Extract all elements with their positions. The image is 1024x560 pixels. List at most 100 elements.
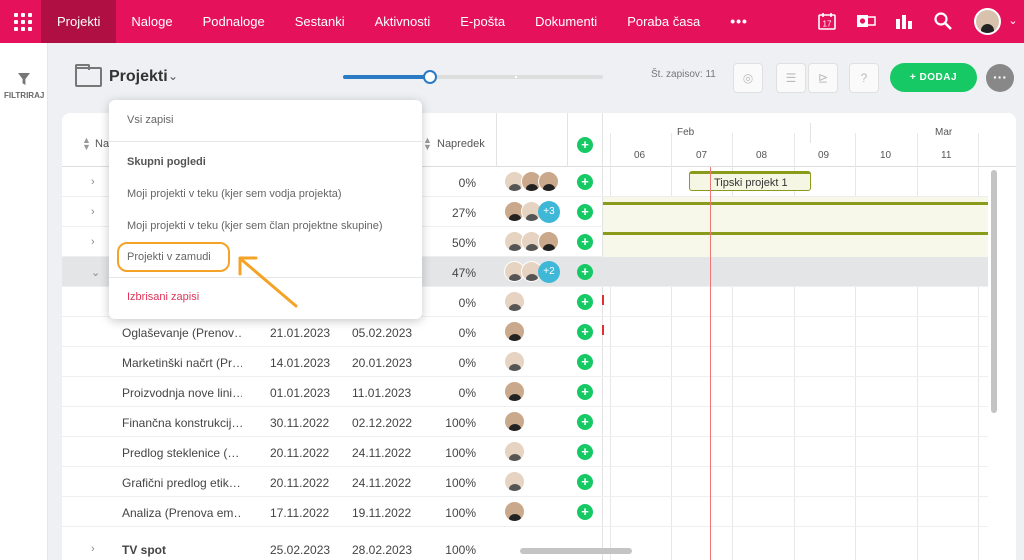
view-my-projects-member[interactable]: Moji projekti v teku (kjer sem član proj… [127, 220, 383, 232]
row-add-button[interactable]: + [577, 234, 593, 250]
view-chevron-icon[interactable]: ⌄ [168, 69, 179, 83]
search-icon[interactable] [933, 11, 953, 31]
nav-more-button[interactable]: ••• [730, 13, 748, 29]
highlight-annotation [117, 242, 230, 272]
grid-header: ▲▼ Naziv ▲▼ Napredek + Feb Mar 06 07 08 … [62, 113, 1016, 167]
nav-sestanki[interactable]: Sestanki [294, 14, 345, 29]
table-row[interactable]: Oglaševanje (Prenov… 21.01.2023 05.02.20… [62, 317, 988, 347]
expand-icon[interactable]: › [91, 176, 95, 188]
avatar [504, 441, 525, 462]
column-progress[interactable]: Napredek [437, 138, 485, 150]
table-row[interactable]: Finančna konstrukcij… 30.11.2022 02.12.2… [62, 407, 988, 437]
nav-poraba-casa[interactable]: Poraba časa [627, 14, 701, 29]
table-row[interactable]: Grafični predlog etik… 20.11.2022 24.11.… [62, 467, 988, 497]
row-start-date: 17.11.2022 [270, 506, 330, 520]
avatar [504, 501, 525, 522]
nav-projekti[interactable]: Projekti [41, 0, 117, 43]
view-deleted-records[interactable]: Izbrisani zapisi [127, 291, 200, 303]
table-row[interactable]: Predlog steklenice (… 20.11.2022 24.11.2… [62, 437, 988, 467]
list-view-button[interactable]: ☰ [776, 63, 806, 93]
row-add-button[interactable]: + [577, 444, 593, 460]
filter-button[interactable]: FILTRIRAJ [4, 73, 44, 100]
expand-icon[interactable]: › [91, 543, 95, 555]
add-column-button[interactable]: + [577, 137, 593, 153]
row-add-button[interactable]: + [577, 174, 593, 190]
table-row[interactable]: › 27% +3 + [62, 197, 988, 227]
gantt-task-bar[interactable]: Tipski projekt 1 [689, 171, 811, 191]
more-options-button[interactable]: ··· [986, 64, 1014, 92]
table-row[interactable]: Analiza (Prenova em… 17.11.2022 19.11.20… [62, 497, 988, 527]
table-row[interactable]: Marketinški načrt (Pr… 14.01.2023 20.01.… [62, 347, 988, 377]
nav-e-posta[interactable]: E-pošta [460, 14, 506, 29]
sort-icon[interactable]: ▲ ▼ [423, 135, 432, 152]
nav-podnaloge[interactable]: Podnaloge [202, 14, 265, 29]
calendar-icon[interactable]: 17 [817, 11, 837, 31]
apps-grid-icon[interactable] [14, 13, 32, 31]
gantt-bar[interactable] [603, 202, 988, 205]
row-end-date: 24.11.2022 [352, 446, 412, 460]
table-row[interactable]: Proizvodnja nove lini… 01.01.2023 11.01.… [62, 377, 988, 407]
view-all-records[interactable]: Vsi zapisi [127, 114, 174, 126]
sort-icon[interactable]: ▲ ▼ [82, 135, 91, 152]
zoom-slider[interactable] [343, 70, 603, 84]
row-end-date: 28.02.2023 [352, 543, 413, 557]
row-add-button[interactable]: + [577, 354, 593, 370]
horizontal-scrollbar[interactable] [520, 548, 632, 554]
row-add-button[interactable]: + [577, 384, 593, 400]
more-members-badge[interactable]: +3 [538, 201, 560, 223]
gantt-bar[interactable] [603, 232, 988, 235]
view-my-projects-leader[interactable]: Moji projekti v teku (kjer sem vodja pro… [127, 188, 342, 200]
row-add-button[interactable]: + [577, 204, 593, 220]
row-add-button[interactable]: + [577, 414, 593, 430]
outlook-icon[interactable] [856, 11, 876, 31]
table-row[interactable]: › 50% + [62, 227, 988, 257]
table-row[interactable]: › 0% + [62, 167, 988, 197]
avatar [504, 231, 525, 252]
row-add-button[interactable]: + [577, 294, 593, 310]
nav-aktivnosti[interactable]: Aktivnosti [374, 14, 431, 29]
row-progress: 47% [451, 266, 476, 280]
gantt-view-button[interactable]: ⊵ [808, 63, 838, 93]
row-add-button[interactable]: + [577, 324, 593, 340]
nav-dokumenti[interactable]: Dokumenti [535, 14, 598, 29]
expand-icon[interactable]: › [91, 236, 95, 248]
nav-naloge[interactable]: Naloge [131, 14, 173, 29]
add-button[interactable]: + DODAJ [890, 63, 977, 92]
row-add-button[interactable]: + [577, 504, 593, 520]
chevron-down-icon[interactable]: ⌄ [1008, 15, 1018, 27]
row-name: TV spot [122, 543, 166, 557]
avatar [504, 351, 525, 372]
day-label: 08 [756, 150, 768, 161]
expand-icon[interactable]: › [91, 206, 95, 218]
gantt-icon: ⊵ [817, 71, 829, 85]
zoom-slider-handle[interactable] [423, 70, 437, 84]
reports-chart-icon[interactable] [894, 11, 914, 31]
collapse-icon[interactable]: ⌄ [91, 267, 101, 279]
vertical-scrollbar[interactable] [991, 170, 997, 413]
more-members-badge[interactable]: +2 [538, 261, 560, 283]
row-add-button[interactable]: + [577, 264, 593, 280]
table-row[interactable]: › TV spot 25.02.2023 28.02.2023 100% [62, 527, 988, 557]
help-button[interactable]: ? [849, 63, 879, 93]
row-add-button[interactable]: + [577, 474, 593, 490]
avatar [504, 291, 525, 312]
divider [109, 141, 422, 142]
gantt-divider [602, 113, 603, 560]
row-progress: 0% [458, 356, 476, 370]
page-title[interactable]: Projekti [109, 68, 168, 85]
overdue-marker [602, 295, 608, 305]
row-start-date: 30.11.2022 [270, 416, 330, 430]
table-row[interactable]: 0% + [62, 287, 988, 317]
view-late-projects[interactable]: Projekti v zamudi [127, 251, 211, 263]
month-label: Mar [935, 127, 953, 138]
folder-icon [75, 64, 102, 87]
row-name: Marketinški načrt (Pr… [122, 356, 242, 370]
gantt-row [603, 197, 988, 227]
user-avatar[interactable] [974, 8, 1001, 35]
row-start-date: 20.11.2022 [270, 476, 330, 490]
target-button[interactable]: ◎ [733, 63, 763, 93]
filter-label: FILTRIRAJ [4, 91, 45, 100]
row-end-date: 19.11.2022 [352, 506, 412, 520]
row-progress: 50% [451, 236, 476, 250]
avatar [504, 261, 525, 282]
